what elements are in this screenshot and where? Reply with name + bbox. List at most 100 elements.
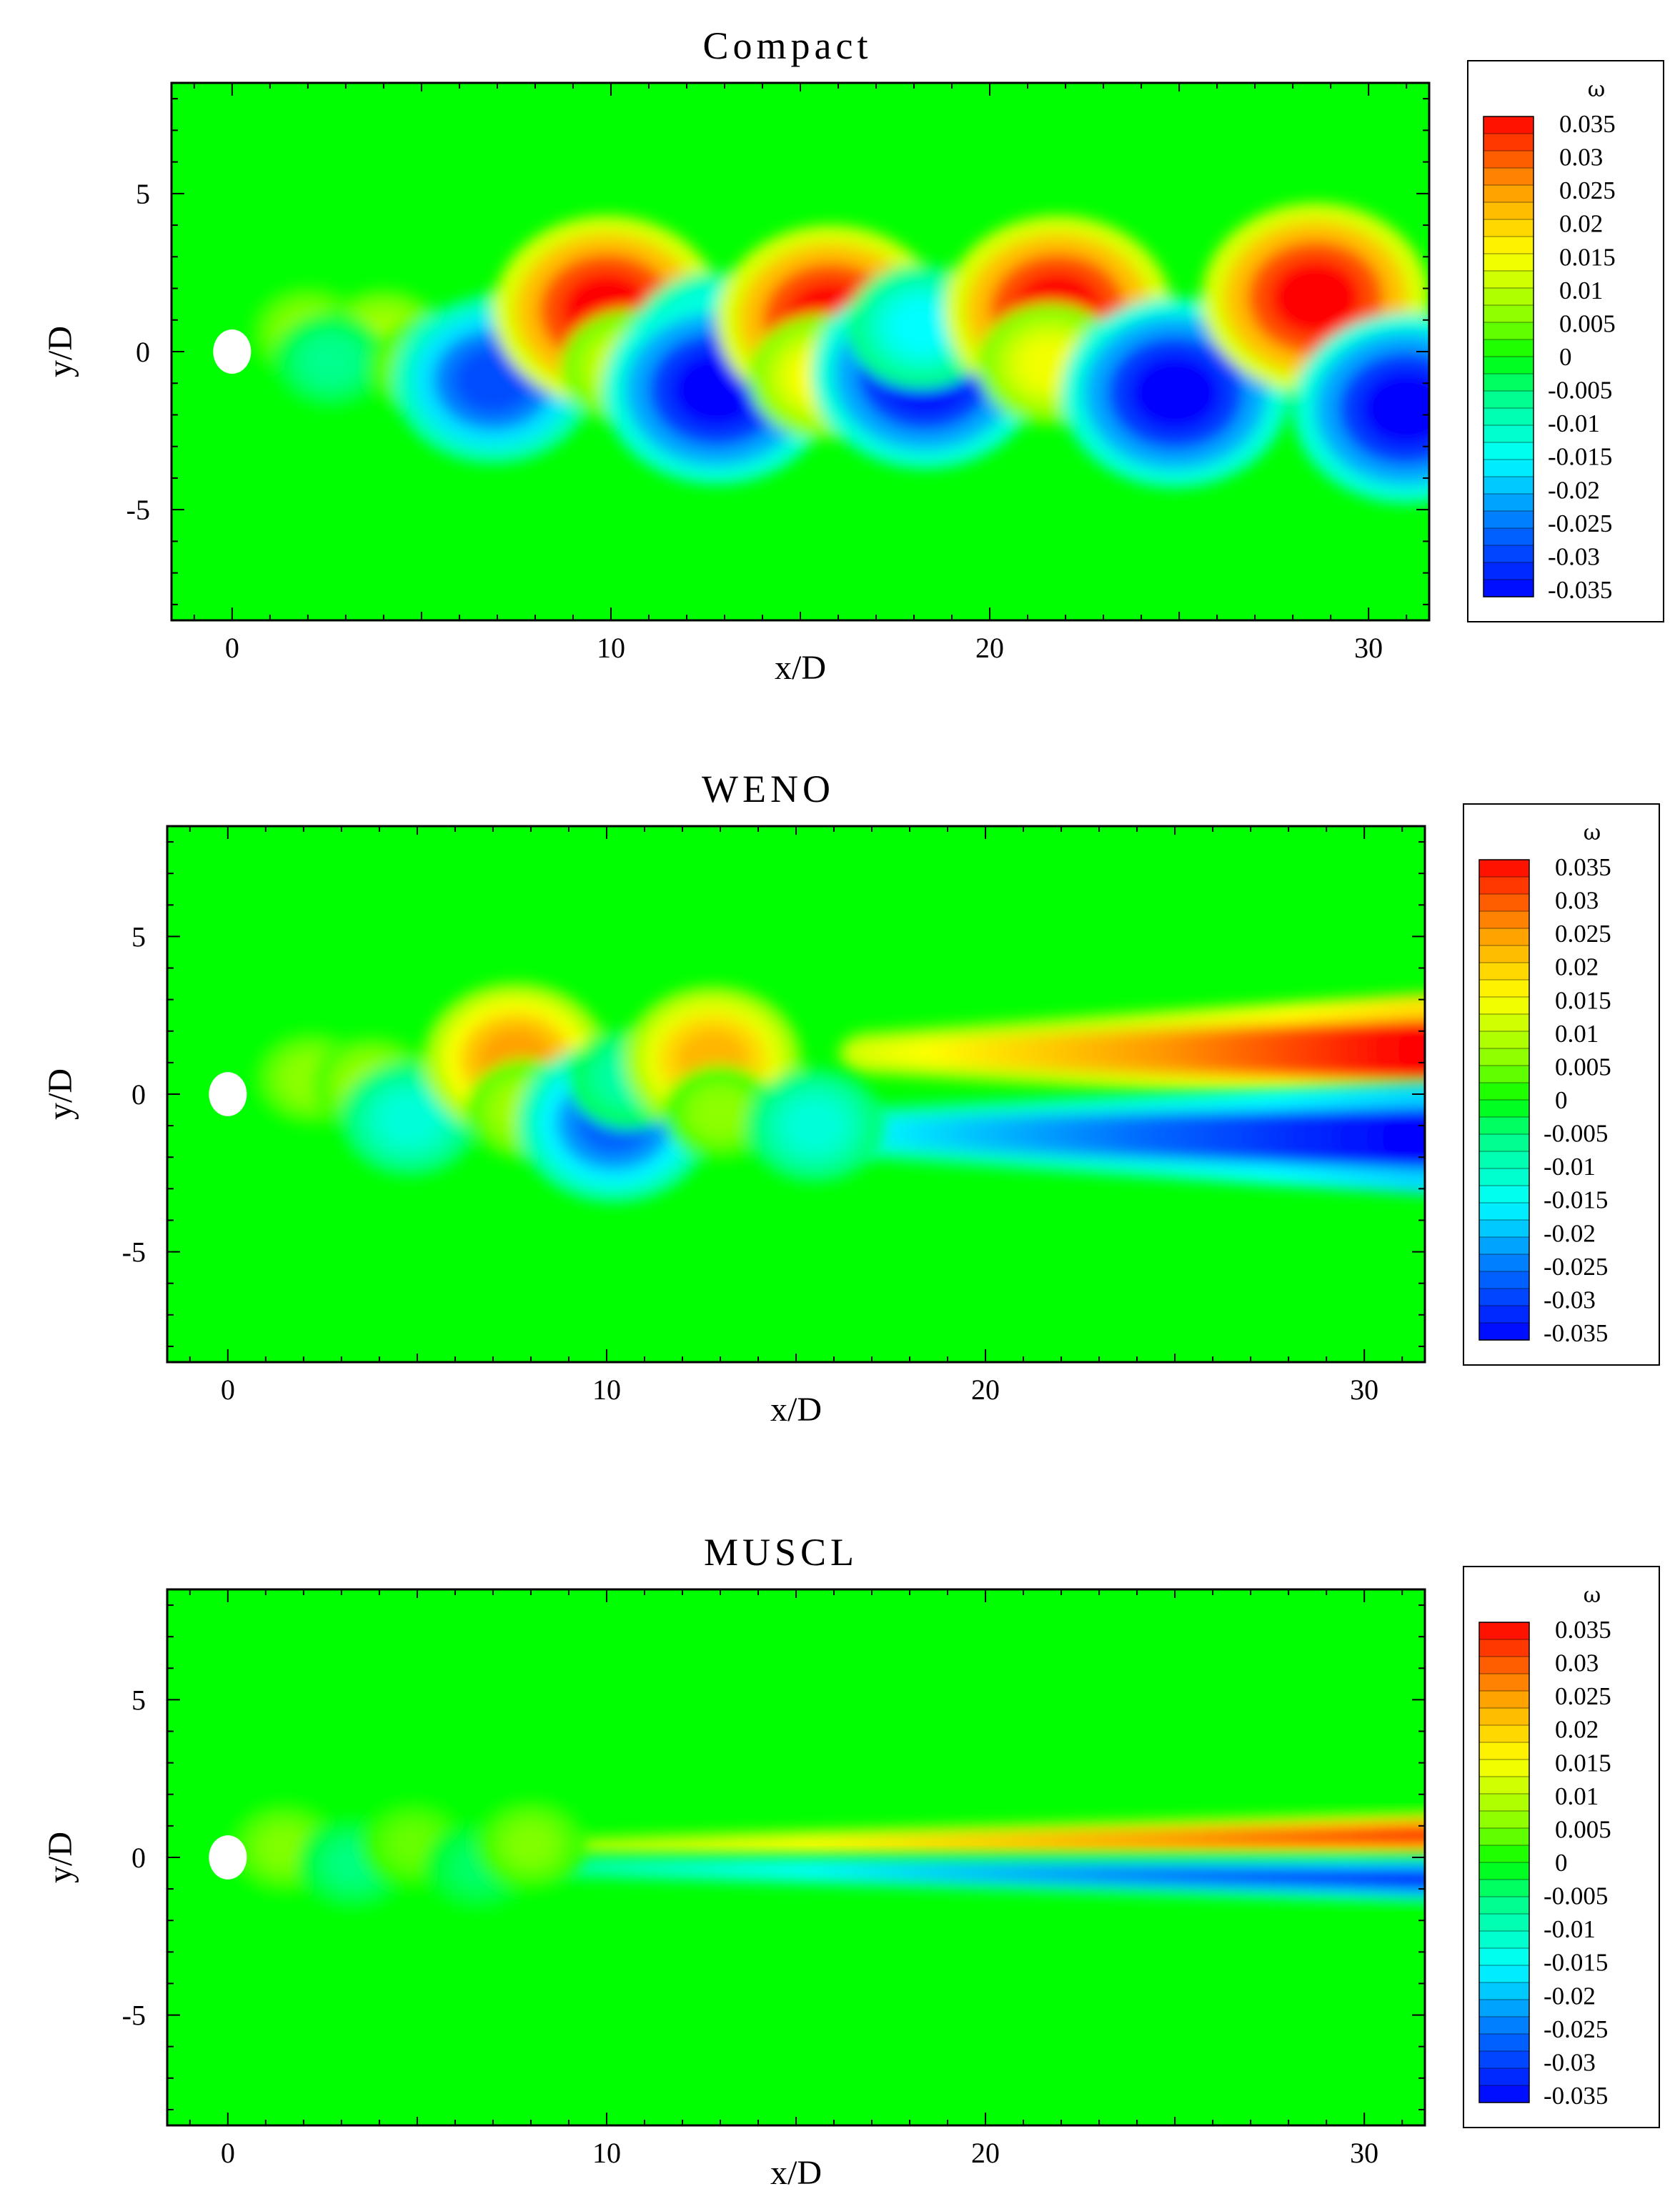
x-tick-label: 30 (1350, 1374, 1378, 1406)
colorbar-level-label: -0.02 (1548, 476, 1600, 504)
x-tick-label: 10 (592, 1374, 621, 1406)
y-tick-label: 5 (131, 920, 146, 953)
colorbar-band (1479, 1203, 1529, 1221)
colorbar-band (1479, 1151, 1529, 1169)
panel-muscl: MUSCL 0 10 20 30 5 0 -5 x/D y/D ω 0.035 0.03 0.025 0.… (41, 1531, 1660, 2192)
colorbar-band (1479, 1725, 1529, 1743)
panel-title: MUSCL (704, 1531, 858, 1574)
colorbar-band (1479, 1306, 1529, 1324)
y-tick-label: 5 (136, 178, 150, 210)
colorbar-level-label: 0.035 (1555, 853, 1611, 881)
panel-weno: WENO 0 10 20 30 5 0 -5 x/D y/D ω 0.035 0.03 0.025 0.0… (41, 768, 1660, 1429)
colorbar-band (1479, 1622, 1529, 1640)
colorbar-level-label: -0.02 (1544, 1219, 1596, 1247)
shear-layer-core (1398, 1018, 1425, 1082)
colorbar-band (1483, 168, 1534, 186)
colorbar-band (1483, 460, 1534, 477)
colorbar-band (1483, 254, 1534, 272)
colorbar-band (1479, 2017, 1529, 2035)
panel-title: Compact (703, 24, 873, 67)
colorbar-band (1479, 1031, 1529, 1049)
colorbar-band (1479, 2085, 1529, 2103)
colorbar-level-label: 0.005 (1559, 309, 1616, 337)
cylinder (213, 329, 252, 374)
colorbar-level-label: -0.005 (1544, 1120, 1608, 1148)
colorbar-band (1479, 1220, 1529, 1238)
colorbar-level-label: 0.025 (1555, 1682, 1611, 1710)
colorbar-level-label: -0.025 (1544, 2015, 1608, 2043)
colorbar-frame (1478, 859, 1530, 1341)
colorbar-band (1479, 1931, 1529, 1949)
panel-title: WENO (702, 768, 835, 810)
x-tick-label: 10 (597, 632, 625, 664)
colorbar-legend: ω 0.035 0.03 0.025 0.02 0.015 0.01 0.005 0 -0.005… (1463, 803, 1660, 1366)
colorbar-band (1483, 305, 1534, 323)
x-tick-label: 20 (975, 632, 1004, 664)
colorbar-level-label: -0.005 (1548, 377, 1612, 404)
colorbar-level-label: 0.025 (1555, 920, 1611, 948)
vortex-negative (382, 1096, 437, 1143)
shear-layer (535, 1855, 1425, 1902)
colorbar-band (1483, 339, 1534, 357)
colorbar-band (1479, 1134, 1529, 1152)
colorbar-band (1483, 408, 1534, 426)
colorbar-band (1479, 1186, 1529, 1203)
colorbar-band (1479, 1237, 1529, 1255)
colorbar-level-label: 0 (1559, 343, 1572, 371)
vortex-negative (307, 342, 354, 380)
colorbar-level-label: 0.02 (1559, 210, 1603, 238)
panel-compact: Compact 0 10 20 30 5 0 -5 x/D y/D ω 0.035 0.03 0.025… (41, 24, 1664, 687)
vorticity-field (172, 83, 1429, 620)
colorbar-band (1479, 1691, 1529, 1709)
colorbar-band (1479, 1759, 1529, 1777)
colorbar-level-label: -0.015 (1544, 1949, 1608, 1977)
x-tick-label: 0 (225, 632, 239, 664)
colorbar-level-label: 0.02 (1555, 1716, 1599, 1744)
vortex-negative (1361, 370, 1429, 447)
colorbar-level-label: 0.03 (1555, 887, 1599, 915)
vortex-positive (392, 1827, 435, 1863)
colorbar-band (1479, 945, 1529, 963)
colorbar-band (1479, 1271, 1529, 1289)
colorbar-band (1479, 894, 1529, 912)
vortex-positive (509, 1826, 553, 1864)
colorbar-level-label: -0.01 (1544, 1915, 1596, 1943)
shear-layer-core (1398, 1867, 1425, 1892)
cylinder (209, 1072, 247, 1116)
colorbar-band (1479, 1948, 1529, 1966)
y-axis-label: y/D (41, 1832, 79, 1883)
colorbar-band (1479, 1914, 1529, 1932)
colorbar-band (1483, 116, 1534, 134)
colorbar-level-label: -0.02 (1544, 1982, 1596, 2010)
colorbar-band (1479, 2068, 1529, 2086)
colorbar-band (1479, 1048, 1529, 1066)
colorbar-band (1479, 1014, 1529, 1032)
colorbar-band (1483, 477, 1534, 495)
y-tick-label: 0 (136, 336, 150, 368)
vortex-negative (1130, 354, 1221, 431)
colorbar-band (1479, 1897, 1529, 1915)
colorbar-band (1483, 237, 1534, 254)
colorbar-band (1479, 1862, 1529, 1880)
colorbar-frame (1478, 1622, 1530, 2103)
colorbar-level-label: 0.035 (1555, 1616, 1611, 1644)
colorbar-frame (1483, 116, 1534, 597)
y-tick-label: 5 (131, 1684, 146, 1716)
x-axis-label: x/D (775, 649, 826, 687)
colorbar-level-label: 0.015 (1555, 986, 1611, 1014)
colorbar-band (1479, 963, 1529, 981)
vortex-positive (697, 1093, 743, 1133)
shear-layer-core (1398, 1822, 1425, 1848)
colorbar-band (1479, 1083, 1529, 1101)
colorbar-band (1479, 1674, 1529, 1692)
colorbar-band (1479, 860, 1529, 878)
colorbar-band (1483, 391, 1534, 409)
vorticity-field (167, 826, 1425, 1362)
colorbar-band (1479, 1639, 1529, 1657)
colorbar-band (1483, 151, 1534, 169)
colorbar-band (1483, 271, 1534, 289)
colorbar-band (1479, 1982, 1529, 2000)
colorbar-title: ω (1584, 1583, 1601, 1608)
colorbar-band (1479, 1845, 1529, 1863)
shear-layer-core (1398, 1106, 1425, 1170)
